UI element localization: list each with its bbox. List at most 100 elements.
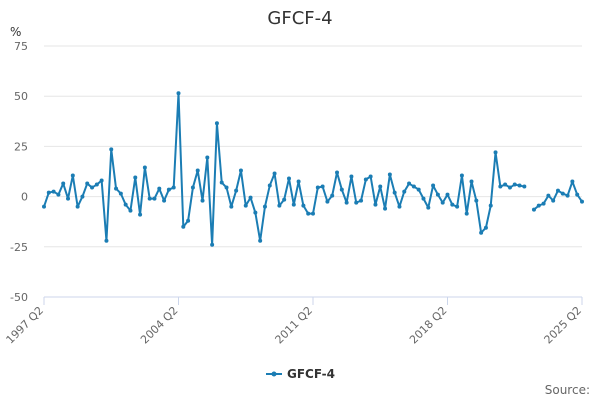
data-point[interactable] (311, 211, 315, 216)
data-point[interactable] (258, 238, 263, 243)
data-point[interactable] (99, 178, 104, 183)
data-point[interactable] (469, 179, 474, 184)
data-point[interactable] (560, 191, 565, 196)
data-point[interactable] (354, 200, 359, 205)
data-point[interactable] (450, 202, 455, 207)
data-point[interactable] (238, 168, 243, 173)
data-point[interactable] (363, 177, 368, 182)
data-point[interactable] (431, 183, 436, 188)
data-point[interactable] (459, 173, 464, 178)
data-point[interactable] (104, 238, 109, 243)
data-point[interactable] (210, 242, 215, 247)
series-gfcf-4[interactable] (42, 91, 584, 247)
data-point[interactable] (421, 196, 426, 201)
data-point[interactable] (200, 198, 205, 203)
data-point[interactable] (190, 185, 195, 190)
data-point[interactable] (301, 203, 306, 208)
data-point[interactable] (325, 199, 330, 204)
data-point[interactable] (455, 204, 460, 209)
data-point[interactable] (387, 172, 392, 177)
data-point[interactable] (498, 184, 503, 189)
data-point[interactable] (580, 199, 584, 204)
data-point[interactable] (315, 185, 320, 190)
data-point[interactable] (162, 198, 167, 203)
data-point[interactable] (296, 179, 301, 184)
data-point[interactable] (282, 197, 287, 202)
data-point[interactable] (85, 181, 90, 186)
data-point[interactable] (123, 202, 128, 207)
data-point[interactable] (479, 230, 484, 235)
data-point[interactable] (80, 194, 85, 199)
data-point[interactable] (565, 193, 570, 198)
data-point[interactable] (253, 210, 258, 215)
data-point[interactable] (359, 198, 364, 203)
data-point[interactable] (51, 189, 56, 194)
data-point[interactable] (75, 204, 80, 209)
data-point[interactable] (555, 188, 560, 193)
data-point[interactable] (248, 195, 253, 200)
data-point[interactable] (392, 190, 397, 195)
data-point[interactable] (61, 181, 66, 186)
data-point[interactable] (464, 211, 469, 216)
data-point[interactable] (320, 184, 325, 189)
data-point[interactable] (176, 91, 181, 96)
data-point[interactable] (411, 184, 416, 189)
data-point[interactable] (517, 183, 522, 188)
data-point[interactable] (171, 185, 176, 190)
legend[interactable]: GFCF-4 (266, 367, 335, 381)
data-point[interactable] (512, 182, 517, 187)
data-point[interactable] (56, 192, 61, 197)
data-point[interactable] (536, 203, 541, 208)
data-point[interactable] (234, 188, 239, 193)
data-point[interactable] (546, 193, 551, 198)
data-point[interactable] (142, 165, 147, 170)
legend-label[interactable]: GFCF-4 (287, 367, 335, 381)
data-point[interactable] (46, 190, 51, 195)
data-point[interactable] (138, 212, 143, 217)
data-point[interactable] (229, 204, 234, 209)
data-point[interactable] (435, 192, 440, 197)
data-point[interactable] (205, 155, 210, 160)
data-point[interactable] (397, 204, 402, 209)
data-point[interactable] (306, 211, 311, 216)
data-point[interactable] (474, 198, 479, 203)
data-point[interactable] (186, 218, 191, 223)
data-point[interactable] (541, 201, 546, 206)
data-point[interactable] (507, 185, 512, 190)
data-point[interactable] (426, 205, 431, 210)
data-point[interactable] (114, 186, 119, 191)
data-point[interactable] (551, 198, 556, 203)
data-point[interactable] (118, 191, 123, 196)
data-point[interactable] (339, 187, 344, 192)
data-point[interactable] (531, 207, 536, 212)
data-point[interactable] (109, 147, 114, 152)
data-point[interactable] (128, 208, 133, 213)
data-point[interactable] (349, 174, 354, 179)
data-point[interactable] (402, 189, 407, 194)
data-point[interactable] (575, 192, 580, 197)
data-point[interactable] (267, 183, 272, 188)
data-point[interactable] (42, 204, 46, 209)
data-point[interactable] (291, 202, 296, 207)
data-point[interactable] (488, 203, 493, 208)
data-point[interactable] (416, 187, 421, 192)
data-point[interactable] (262, 204, 267, 209)
data-point[interactable] (243, 203, 248, 208)
data-point[interactable] (483, 225, 488, 230)
data-point[interactable] (368, 174, 373, 179)
data-point[interactable] (219, 180, 224, 185)
data-point[interactable] (90, 185, 95, 190)
data-point[interactable] (152, 196, 157, 201)
data-point[interactable] (383, 206, 388, 211)
data-point[interactable] (214, 121, 219, 126)
data-point[interactable] (224, 185, 229, 190)
data-point[interactable] (133, 175, 138, 180)
data-point[interactable] (66, 196, 71, 201)
data-point[interactable] (286, 176, 291, 181)
data-point[interactable] (378, 184, 383, 189)
data-point[interactable] (570, 179, 575, 184)
data-point[interactable] (503, 182, 508, 187)
data-point[interactable] (335, 170, 340, 175)
data-point[interactable] (94, 182, 99, 187)
data-point[interactable] (195, 168, 200, 173)
